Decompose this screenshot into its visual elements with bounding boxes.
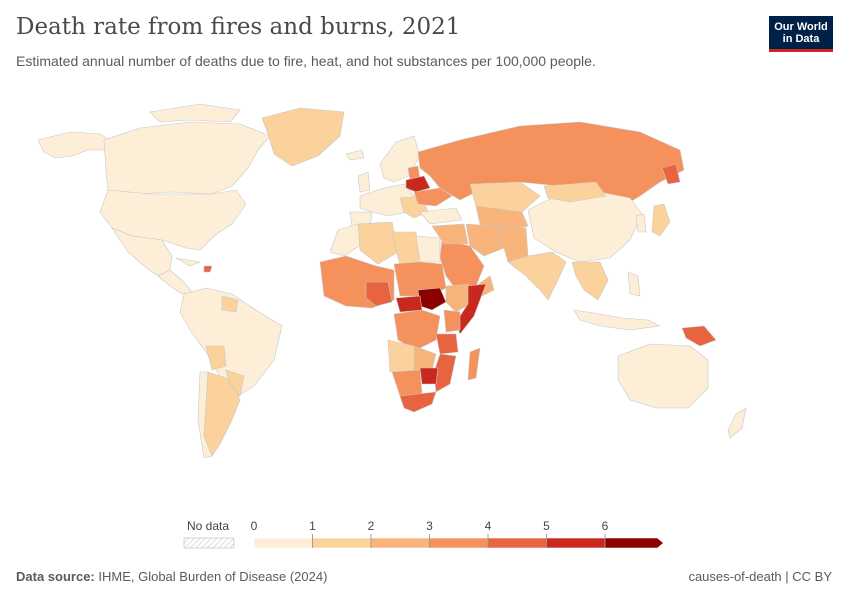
legend-tick-label: 2: [368, 519, 375, 533]
legend-tick-label: 6: [602, 519, 609, 533]
region-ukraine[interactable]: [413, 187, 453, 207]
region-zambia[interactable]: [413, 345, 437, 371]
legend-bin-2[interactable]: [370, 537, 430, 549]
region-south-sudan[interactable]: [417, 287, 447, 311]
region-central-african-rep[interactable]: [395, 295, 423, 313]
legend-bin-6[interactable]: [604, 537, 664, 549]
region-greenland[interactable]: [261, 107, 345, 167]
region-dr-congo[interactable]: [393, 309, 441, 351]
region-tanzania[interactable]: [435, 333, 459, 355]
region-namibia-botswana[interactable]: [391, 369, 423, 397]
chart-subtitle: Estimated annual number of deaths due to…: [16, 53, 596, 69]
region-central-america[interactable]: [157, 269, 193, 295]
region-angola[interactable]: [387, 339, 415, 373]
region-turkey[interactable]: [419, 207, 463, 225]
data-source-label: Data source:: [16, 569, 95, 584]
region-cuba[interactable]: [175, 257, 201, 267]
legend-no-data-label: No data: [187, 519, 229, 533]
region-south-africa[interactable]: [399, 391, 437, 413]
region-mongolia[interactable]: [543, 181, 607, 203]
world-map: [37, 103, 747, 459]
region-iran[interactable]: [465, 223, 505, 257]
region-uruguay-paraguay[interactable]: [225, 369, 245, 397]
legend-bin-3[interactable]: [429, 537, 489, 549]
region-png[interactable]: [681, 325, 717, 347]
data-source-text: IHME, Global Burden of Disease (2024): [98, 569, 328, 584]
region-india[interactable]: [507, 251, 567, 301]
legend: No data 0 1 2 3 4 5 6: [183, 519, 664, 549]
legend-tick-label: 4: [485, 519, 492, 533]
legend-bin-1[interactable]: [312, 537, 372, 549]
legend-bin-4[interactable]: [487, 537, 547, 549]
region-australia[interactable]: [617, 343, 709, 409]
region-indonesia[interactable]: [573, 309, 661, 331]
legend-tick-label: 0: [251, 519, 258, 533]
legend-scale: 0 1 2 3 4 5 6: [251, 519, 664, 549]
region-south-america-north[interactable]: [179, 287, 283, 397]
region-philippines[interactable]: [627, 271, 641, 297]
region-libya[interactable]: [391, 231, 421, 265]
region-belarus[interactable]: [405, 175, 431, 193]
logo-line-1: Our World: [774, 21, 828, 33]
region-nigeria[interactable]: [365, 281, 393, 307]
region-uk[interactable]: [357, 171, 371, 193]
region-new-zealand[interactable]: [727, 407, 747, 439]
data-source: Data source: IHME, Global Burden of Dise…: [16, 569, 327, 584]
region-guianas[interactable]: [221, 295, 239, 313]
legend-no-data-swatch[interactable]: [183, 537, 235, 549]
region-iceland[interactable]: [345, 149, 365, 161]
region-alaska[interactable]: [37, 131, 113, 159]
region-korea[interactable]: [635, 213, 647, 233]
license-link[interactable]: causes-of-death | CC BY: [688, 569, 832, 584]
region-kamchatka[interactable]: [661, 163, 681, 185]
region-bolivia[interactable]: [205, 345, 227, 371]
region-chile[interactable]: [197, 371, 213, 459]
chart-title: Death rate from fires and burns, 2021: [16, 14, 461, 40]
owid-logo[interactable]: Our World in Data: [769, 16, 833, 52]
region-china[interactable]: [527, 191, 643, 263]
region-madagascar[interactable]: [467, 347, 481, 381]
region-algeria[interactable]: [357, 221, 399, 265]
legend-bin-0[interactable]: [253, 537, 313, 549]
region-southeast-asia[interactable]: [571, 261, 609, 301]
region-haiti[interactable]: [203, 265, 213, 273]
legend-tick-label: 3: [426, 519, 433, 533]
legend-tick-label: 1: [309, 519, 316, 533]
region-canada-islands[interactable]: [149, 103, 241, 123]
region-egypt[interactable]: [415, 235, 441, 263]
logo-line-2: in Data: [782, 33, 820, 45]
region-zimbabwe[interactable]: [419, 367, 439, 385]
region-morocco-west-sahara[interactable]: [329, 223, 363, 257]
region-canada[interactable]: [103, 121, 271, 195]
legend-tick-label: 5: [543, 519, 550, 533]
legend-bin-5[interactable]: [546, 537, 606, 549]
region-kenya[interactable]: [443, 309, 461, 333]
region-somalia[interactable]: [455, 283, 487, 335]
region-japan[interactable]: [651, 203, 671, 237]
